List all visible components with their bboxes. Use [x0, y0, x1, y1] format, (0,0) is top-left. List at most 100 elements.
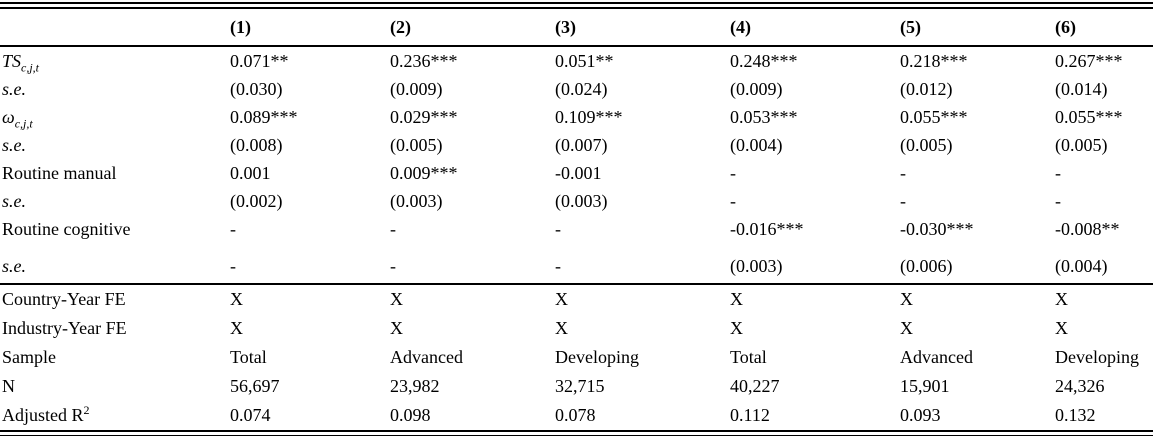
column-header: (6)	[1055, 16, 1076, 37]
row-label: Country-Year FE	[2, 289, 126, 309]
table-row: Sample Total Advanced Developing Total Advanc…	[0, 343, 1153, 372]
cell-value: 0.236***	[390, 50, 458, 71]
cell-value: 0.132	[1055, 405, 1096, 425]
cell-value: -0.008**	[1055, 218, 1120, 239]
cell-value: (0.004)	[730, 134, 783, 155]
cell-value: 15,901	[900, 376, 950, 396]
table-row: ωc,j,t 0.089*** 0.029*** 0.109*** 0.053*** 0.…	[0, 103, 1153, 131]
row-label: Sample	[2, 347, 56, 367]
cell-value: (0.005)	[1055, 134, 1108, 155]
cell-value: (0.030)	[230, 78, 283, 99]
row-label: s.e.	[2, 256, 26, 276]
table-row: Routine manual 0.001 0.009*** -0.001 - - -	[0, 159, 1153, 187]
cell-value: 0.248***	[730, 50, 798, 71]
table-row: Adjusted R2 0.074 0.098 0.078 0.112 0.093 0.13…	[0, 401, 1153, 430]
cell-value: X	[730, 289, 743, 309]
cell-value: -	[555, 218, 561, 239]
cell-value: X	[230, 289, 243, 309]
row-label: s.e.	[2, 78, 26, 99]
cell-value: (0.003)	[390, 190, 443, 211]
cell-value: -0.001	[555, 162, 602, 183]
bottom-double-rule	[0, 430, 1153, 436]
cell-value: 0.093	[900, 405, 941, 425]
cell-value: X	[1055, 289, 1068, 309]
column-header: (5)	[900, 16, 921, 37]
cell-value: Developing	[555, 347, 639, 367]
cell-value: -	[230, 256, 236, 276]
cell-value: 0.051**	[555, 50, 614, 71]
row-label: Routine cognitive	[2, 218, 131, 239]
cell-value: X	[390, 289, 403, 309]
cell-value: X	[900, 289, 913, 309]
cell-value: 32,715	[555, 376, 605, 396]
cell-value: -0.030***	[900, 218, 974, 239]
row-label: Routine manual	[2, 162, 117, 183]
cell-value: (0.006)	[900, 256, 953, 276]
row-label: ωc,j,t	[2, 106, 33, 131]
cell-value: (0.008)	[230, 134, 283, 155]
cell-value: 56,697	[230, 376, 280, 396]
cell-value: -	[900, 162, 906, 183]
row-label: N	[2, 376, 15, 396]
table-row: N 56,697 23,982 32,715 40,227 15,901 24,326	[0, 372, 1153, 401]
row-label: s.e.	[2, 190, 26, 211]
cell-value: -	[730, 162, 736, 183]
cell-value: 0.053***	[730, 106, 798, 127]
cell-value: X	[1055, 318, 1068, 338]
coefficients-section: TSc,j,t 0.071** 0.236*** 0.051** 0.248*** 0.2…	[0, 46, 1153, 284]
cell-value: (0.004)	[1055, 256, 1108, 276]
cell-value: (0.003)	[730, 256, 783, 276]
cell-value: 0.009***	[390, 162, 458, 183]
cell-value: (0.002)	[230, 190, 283, 211]
cell-value: 0.055***	[1055, 106, 1123, 127]
cell-value: X	[555, 289, 568, 309]
cell-value: Total	[230, 347, 267, 367]
cell-value: X	[230, 318, 243, 338]
table-row: Country-Year FE X X X X X X	[0, 284, 1153, 314]
cell-value: 23,982	[390, 376, 440, 396]
column-header: (1)	[230, 16, 251, 37]
row-label: TSc,j,t	[2, 50, 40, 75]
cell-value: 0.267***	[1055, 50, 1123, 71]
cell-value: -	[1055, 190, 1061, 211]
table-row: Industry-Year FE X X X X X X	[0, 314, 1153, 343]
cell-value: (0.014)	[1055, 78, 1108, 99]
cell-value: (0.024)	[555, 78, 608, 99]
table-row: s.e. (0.008) (0.005) (0.007) (0.004) (0.005) (…	[0, 131, 1153, 159]
cell-value: 0.001	[230, 162, 271, 183]
cell-value: (0.003)	[555, 190, 608, 211]
cell-value: X	[730, 318, 743, 338]
cell-value: Advanced	[900, 347, 973, 367]
header-row: (1) (2) (3) (4) (5) (6)	[0, 9, 1153, 46]
table-row: TSc,j,t 0.071** 0.236*** 0.051** 0.248*** 0.2…	[0, 46, 1153, 75]
cell-value: X	[900, 318, 913, 338]
statistics-section: Country-Year FE X X X X X X Industry-Year FE X X X…	[0, 284, 1153, 430]
cell-value: (0.005)	[900, 134, 953, 155]
cell-value: Advanced	[390, 347, 463, 367]
cell-value: Developing	[1055, 347, 1139, 367]
cell-value: (0.007)	[555, 134, 608, 155]
cell-value: 0.074	[230, 405, 271, 425]
top-double-rule	[0, 2, 1153, 9]
cell-value: (0.009)	[390, 78, 443, 99]
cell-value: 0.098	[390, 405, 431, 425]
column-header: (2)	[390, 16, 411, 37]
cell-value: 0.218***	[900, 50, 968, 71]
cell-value: (0.005)	[390, 134, 443, 155]
cell-value: -	[1055, 162, 1061, 183]
cell-value: (0.012)	[900, 78, 953, 99]
table-row: s.e. - - - (0.003) (0.006) (0.004)	[0, 243, 1153, 284]
results-table: (1) (2) (3) (4) (5) (6) TSc,j,t 0.071** 0.…	[0, 9, 1153, 430]
row-label: s.e.	[2, 134, 26, 155]
cell-value: -	[900, 190, 906, 211]
cell-value: 0.109***	[555, 106, 623, 127]
table-row: Routine cognitive - - - -0.016*** -0.030*** -0…	[0, 215, 1153, 243]
cell-value: 40,227	[730, 376, 780, 396]
cell-value: (0.009)	[730, 78, 783, 99]
cell-value: 0.089***	[230, 106, 298, 127]
column-header: (4)	[730, 16, 751, 37]
cell-value: -	[390, 256, 396, 276]
cell-value: Total	[730, 347, 767, 367]
cell-value: -	[230, 218, 236, 239]
